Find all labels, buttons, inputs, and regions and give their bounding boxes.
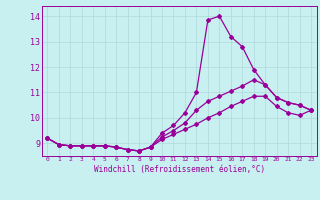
X-axis label: Windchill (Refroidissement éolien,°C): Windchill (Refroidissement éolien,°C)	[94, 165, 265, 174]
